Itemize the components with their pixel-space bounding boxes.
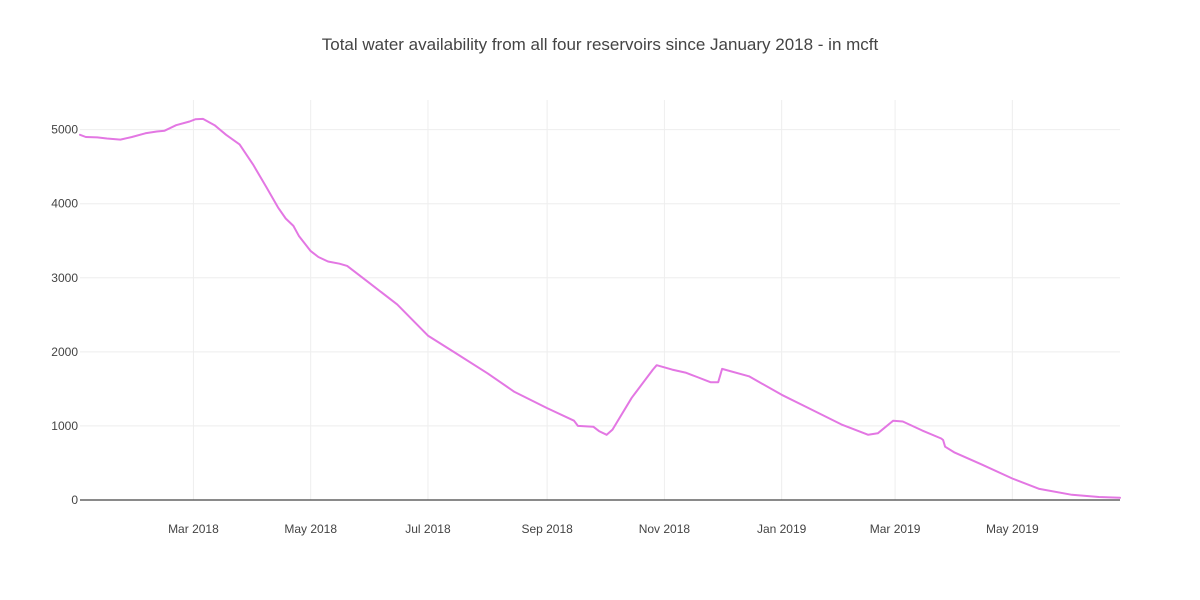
x-tick-label: Mar 2018 — [168, 522, 219, 536]
grid-layer — [80, 100, 1120, 500]
x-tick-label: May 2018 — [284, 522, 337, 536]
x-tick-label: Jan 2019 — [757, 522, 807, 536]
y-tick-label: 2000 — [51, 345, 78, 359]
chart-title: Total water availability from all four r… — [322, 35, 879, 54]
y-tick-label: 3000 — [51, 271, 78, 285]
x-tick-label: Sep 2018 — [521, 522, 573, 536]
x-tick-label: Jul 2018 — [405, 522, 451, 536]
y-tick-label: 0 — [71, 493, 78, 507]
x-tick-label: Nov 2018 — [639, 522, 691, 536]
x-tick-label: May 2019 — [986, 522, 1039, 536]
series-line — [79, 117, 1121, 499]
axis-layer: 0 1000 2000 3000 4000 5000 Mar 2018 May 2018 Jul… — [51, 123, 1120, 536]
x-tick-label: Mar 2019 — [870, 522, 921, 536]
y-tick-label: 4000 — [51, 197, 78, 211]
y-tick-label: 1000 — [51, 419, 78, 433]
series-layer — [79, 117, 1121, 499]
y-tick-label: 5000 — [51, 123, 78, 137]
